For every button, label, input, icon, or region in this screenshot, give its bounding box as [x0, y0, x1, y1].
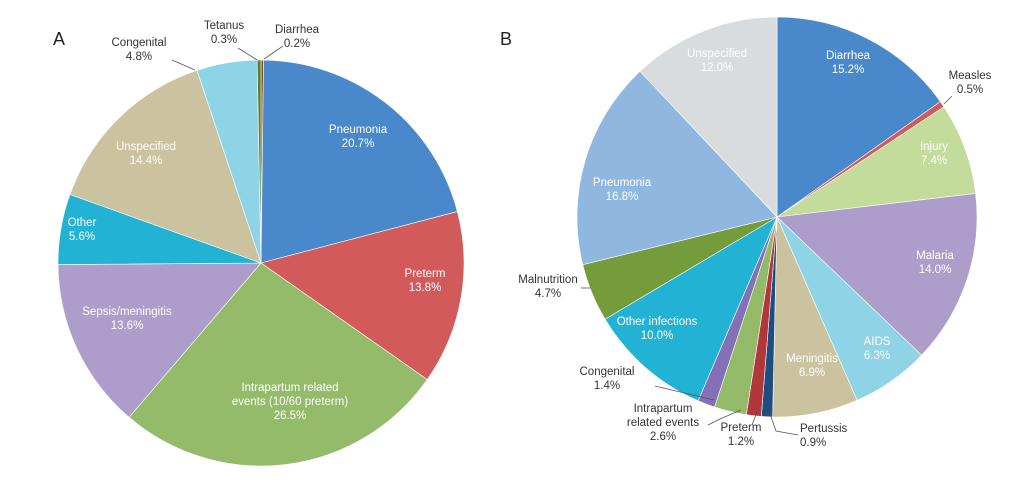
pie-b-label-malnutrition: Malnutrition 4.7% — [518, 274, 577, 300]
pie-a-slice-preterm — [260, 211, 465, 380]
pie-b-label-diarrhea: Diarrhea 15.2% — [826, 50, 871, 76]
pie-b-leader-measles — [943, 95, 953, 105]
pie-a-leader-congenital — [171, 59, 196, 71]
pie-b-label-unspecified: Unspecified 12.0% — [687, 48, 747, 74]
pie-a-leader-tetanus — [237, 47, 258, 61]
panel-b-label: B — [500, 29, 512, 49]
pie-b-slice-other-infections — [604, 216, 778, 402]
pie-a-label-sepsis-meningitis: Sepsis/meningitis 13.6% — [82, 306, 172, 332]
pie-b-label-congenital: Congenital 1.4% — [580, 366, 635, 392]
pie-b-label-pneumonia: Pneumonia 16.8% — [593, 177, 652, 203]
pie-a-label-other: Other 5.6% — [68, 217, 97, 243]
pie-b-label-measles: Measles 0.5% — [949, 70, 992, 96]
pie-b-slice-diarrhea — [776, 16, 941, 218]
pie-a-slice-pneumonia — [260, 59, 458, 264]
pie-a-slice-tetanus — [256, 59, 262, 264]
pie-a-label-intrapartum-related-events-10-60-preterm: Intrapartum related events (10/60 preterm… — [232, 382, 349, 422]
pie-a-label-pneumonia: Pneumonia 20.7% — [329, 124, 388, 150]
pie-b-label-intrapartum-related-events: Intrapartum related events 2.6% — [627, 403, 699, 443]
pie-b-label-injury: Injury 7.4% — [920, 141, 948, 167]
pie-b-label-malaria: Malaria 14.0% — [916, 250, 954, 276]
pie-b-leader-intrapartum-related-events — [707, 409, 742, 426]
pie-a-label-preterm: Preterm 13.8% — [405, 268, 446, 294]
pie-a-slice-unspecified — [69, 69, 262, 264]
pie-a-slice-intrapartum-related-events-10-60-preterm — [128, 262, 428, 467]
pie-b-slice-pneumonia — [576, 70, 778, 266]
pie-b-label-aids: AIDS 6.3% — [864, 336, 891, 362]
pie-chart-b: Diarrhea 15.2% Measles 0.5% Injury 7.4% Malari… — [518, 16, 992, 449]
pie-a-leader-diarrhea — [263, 45, 284, 60]
pie-a-label-unspecified: Unspecified 14.4% — [116, 141, 176, 167]
pie-a-label-congenital: Congenital 4.8% — [112, 37, 167, 63]
pie-b-label-meningitis: Meningitis 6.9% — [786, 353, 838, 379]
pie-chart-a: Diarrhea 0.2% Pneumonia 20.7% Preterm 13.8% In… — [57, 20, 465, 467]
pie-b-leader-pertussis — [769, 413, 799, 436]
pie-b-label-pertussis: Pertussis 0.9% — [800, 423, 848, 449]
pie-b-slice-malaria — [776, 193, 978, 356]
panel-a-label: A — [53, 29, 65, 49]
pie-b-slice-unspecified — [639, 16, 778, 218]
pie-b-label-preterm: Preterm 1.2% — [721, 422, 762, 448]
pie-a-label-tetanus: Tetanus 0.3% — [204, 20, 245, 46]
pie-b-leader-congenital — [654, 385, 715, 401]
pie-a-label-diarrhea: Diarrhea 0.2% — [275, 24, 320, 50]
pie-b-label-other-infections: Other infections 10.0% — [617, 316, 698, 342]
pie-a-slice-sepsis-meningitis — [57, 262, 262, 418]
pie-b-leader-preterm — [751, 411, 758, 426]
